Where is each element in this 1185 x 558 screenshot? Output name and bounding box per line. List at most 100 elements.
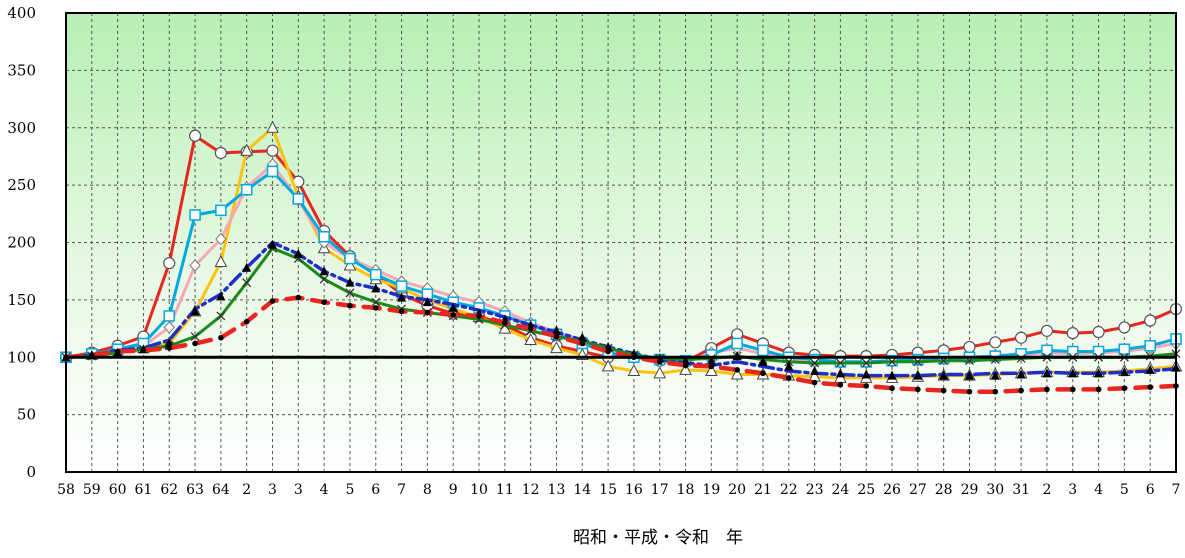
x-tick-label: 64: [212, 482, 230, 498]
data-point: [731, 337, 743, 350]
data-point: [321, 299, 327, 305]
data-point: [1092, 345, 1105, 358]
series-line: [64, 126, 1178, 380]
data-point: [915, 386, 921, 393]
data-point: [553, 333, 560, 340]
y-tick-label: 350: [7, 61, 36, 79]
plot-frame: [65, 12, 1177, 473]
x-tick-label: 16: [625, 482, 643, 498]
data-point: [395, 280, 408, 292]
data-point: [192, 340, 198, 347]
x-tick-label: 59: [83, 482, 101, 498]
data-point: [887, 357, 897, 367]
data-point: [889, 385, 895, 392]
data-point: [1119, 367, 1129, 377]
x-tick-label: 7: [1172, 482, 1181, 498]
data-point: [318, 231, 330, 243]
data-point: [319, 274, 329, 284]
data-point: [912, 353, 924, 366]
y-tick-label: 0: [26, 463, 36, 481]
data-point: [527, 325, 534, 332]
x-tick-label: 5: [345, 482, 354, 498]
data-point: [551, 325, 561, 335]
x-tick-label: 13: [548, 482, 566, 498]
data-point: [863, 383, 870, 389]
data-point: [295, 294, 302, 301]
data-point: [1095, 386, 1102, 393]
data-point: [240, 183, 253, 196]
data-point: [345, 288, 355, 298]
series-7: [63, 294, 1179, 395]
x-tick-label: 19: [702, 482, 720, 498]
data-point: [319, 266, 329, 276]
data-point: [163, 321, 175, 334]
data-point: [966, 388, 973, 395]
data-point: [1068, 368, 1078, 378]
x-tick-label: 31: [1012, 482, 1030, 498]
x-tick-label: 10: [470, 482, 488, 498]
x-tick-label: 18: [677, 482, 695, 498]
data-point: [1066, 345, 1079, 358]
data-point: [345, 277, 355, 287]
series-line: [63, 295, 1179, 394]
data-point: [730, 367, 744, 380]
data-point: [1094, 368, 1104, 378]
x-tick-label: 5: [1120, 482, 1129, 498]
data-point: [913, 370, 923, 380]
series-line: [64, 246, 1178, 365]
data-point: [887, 370, 897, 380]
x-tick-label: 21: [754, 482, 772, 498]
y-tick-label: 100: [7, 348, 36, 366]
data-point: [1069, 386, 1076, 393]
x-tick-label: 62: [160, 482, 178, 498]
data-point: [188, 129, 202, 142]
x-tick-label: 15: [599, 482, 617, 498]
data-point: [579, 340, 586, 347]
data-point: [835, 358, 845, 368]
x-tick-label: 14: [573, 482, 591, 498]
data-point: [371, 297, 381, 307]
data-point: [216, 291, 226, 301]
x-tick-label: 30: [986, 482, 1004, 498]
data-point: [140, 347, 147, 354]
data-point: [939, 370, 949, 380]
data-point: [268, 239, 278, 249]
data-point: [372, 305, 379, 311]
x-tick-label: 27: [909, 482, 927, 498]
x-tick-label: 8: [423, 482, 432, 498]
data-point: [189, 259, 201, 272]
data-point: [1144, 314, 1157, 327]
x-tick-label: 23: [806, 482, 824, 498]
data-point: [114, 348, 121, 355]
x-tick-label: 3: [294, 482, 303, 498]
data-point: [214, 146, 227, 160]
data-point: [760, 370, 766, 377]
y-tick-label: 50: [17, 406, 36, 424]
x-tick-label: 20: [728, 482, 746, 498]
data-point: [163, 257, 176, 270]
y-tick-label: 400: [7, 4, 36, 22]
data-point: [1015, 331, 1028, 344]
data-point: [605, 348, 611, 355]
data-point: [164, 338, 174, 348]
x-tick-label: 25: [857, 482, 875, 498]
data-point: [243, 318, 250, 325]
x-tick-label: 63: [186, 482, 204, 498]
data-point: [550, 340, 563, 354]
data-point: [682, 362, 689, 369]
data-point: [810, 366, 820, 376]
x-tick-label: 7: [397, 482, 406, 498]
data-point: [450, 311, 457, 318]
x-tick-label: 22: [780, 482, 798, 498]
y-tick-label: 300: [7, 119, 36, 137]
data-point: [1040, 324, 1054, 337]
data-point: [242, 278, 252, 288]
data-point: [214, 254, 228, 268]
data-point: [422, 297, 432, 307]
x-tick-label: 2: [242, 482, 251, 498]
x-tick-label: 60: [109, 482, 127, 498]
data-point: [397, 292, 407, 302]
x-tick-label: 4: [320, 482, 329, 498]
data-point: [476, 313, 482, 319]
